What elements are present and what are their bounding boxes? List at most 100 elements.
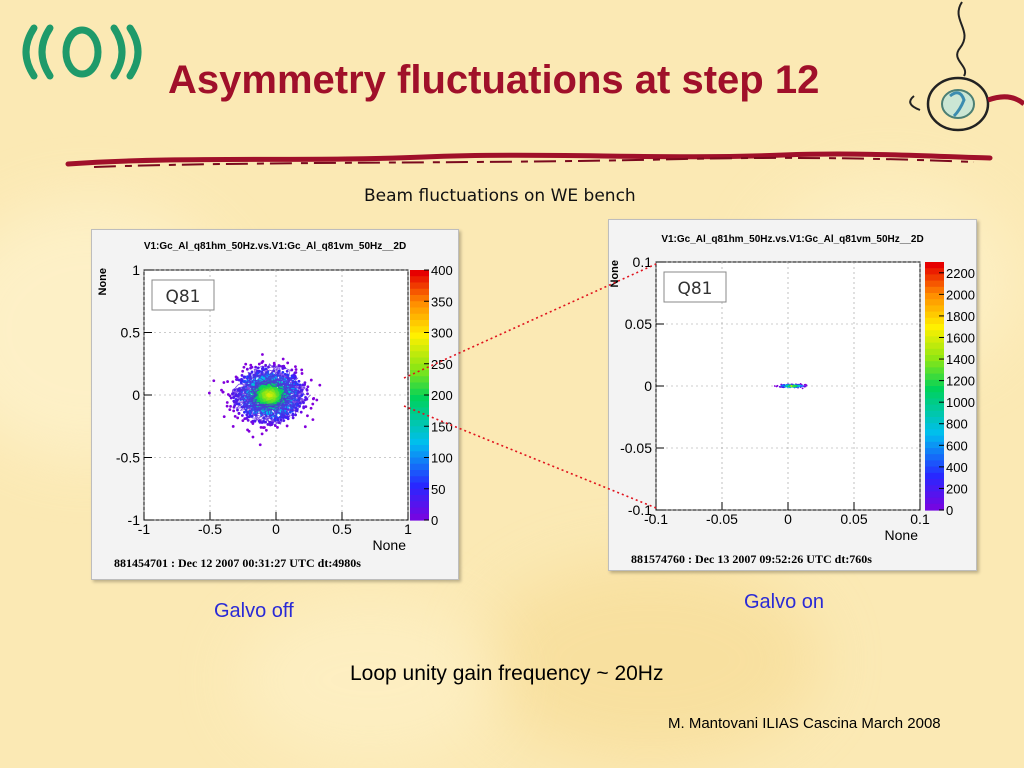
density-point — [222, 381, 226, 384]
density-point — [799, 383, 802, 385]
color-bar-step — [925, 311, 944, 319]
density-point — [786, 384, 789, 387]
color-bar-step — [925, 404, 944, 412]
heatmap-galvo-on: V1:Gc_Al_q81hm_50Hz.vs.V1:Gc_Al_q81vm_50… — [609, 234, 975, 566]
slide-title: Asymmetry fluctuations at step 12 — [168, 58, 820, 102]
density-point — [222, 415, 226, 419]
trace-loop — [234, 378, 304, 411]
color-bar-step — [410, 388, 429, 396]
trace-paths — [231, 363, 311, 425]
color-bar-step — [925, 386, 944, 393]
color-bar-step — [410, 276, 429, 284]
y-axis-label: None — [97, 268, 109, 296]
color-bar: 0 200 400 600 800 1000 1200 1400 1600 1800 2000 220… — [925, 262, 975, 518]
color-bar-step — [925, 367, 944, 375]
density-point — [292, 374, 296, 378]
color-bar-step — [925, 348, 944, 356]
y-tick-label: 0 — [132, 387, 140, 403]
density-point — [803, 383, 806, 386]
density-point — [242, 365, 246, 369]
density-point — [260, 387, 263, 391]
color-bar-step — [410, 432, 429, 440]
density-point — [242, 410, 246, 414]
density-point — [244, 362, 248, 366]
density-point — [290, 368, 294, 372]
density-point — [300, 368, 304, 372]
density-point — [318, 383, 322, 387]
color-bar-step — [925, 479, 944, 486]
density-point — [242, 375, 246, 379]
color-bar-label: 50 — [431, 482, 445, 497]
color-bar-step — [410, 426, 429, 434]
x-tick-label: 0.1 — [910, 511, 930, 527]
y-tick-label: 0.1 — [633, 254, 653, 270]
density-point — [240, 374, 244, 377]
density-point — [232, 405, 236, 409]
color-bar-step — [410, 270, 429, 277]
x-tick-label: -0.1 — [644, 511, 668, 527]
y-tick-label: 0.05 — [625, 316, 652, 332]
density-point — [261, 426, 265, 429]
density-point — [273, 387, 277, 391]
density-point — [276, 397, 280, 401]
density-point — [263, 398, 266, 402]
color-bar-step — [410, 307, 429, 315]
color-bar-step — [925, 280, 944, 288]
trace-loop — [243, 382, 297, 409]
color-bar-step — [925, 286, 944, 294]
density-point — [237, 402, 241, 406]
density-point — [311, 418, 315, 422]
color-bar-step — [925, 330, 944, 337]
plot-title: V1:Gc_Al_q81hm_50Hz.vs.V1:Gc_Al_q81vm_50… — [661, 234, 923, 245]
density-point — [801, 387, 804, 390]
y-tick-label: 0.5 — [121, 325, 141, 341]
trace-loop — [244, 363, 296, 425]
color-bar-step — [410, 507, 429, 515]
density-point — [286, 373, 289, 377]
color-bar-step — [410, 363, 429, 371]
plot-subtitle: Beam fluctuations on WE bench — [364, 186, 636, 206]
color-bar-step — [410, 501, 429, 509]
color-bar-step — [410, 313, 429, 321]
x-tick-label: -0.5 — [198, 521, 222, 537]
color-bar-step — [925, 274, 944, 282]
density-point — [246, 419, 250, 422]
color-bar-step — [410, 470, 429, 477]
slide-footer: M. Mantovani ILIAS Cascina March 2008 — [668, 715, 941, 732]
x-tick-label: -0.05 — [706, 511, 738, 527]
density-point — [251, 435, 255, 439]
color-bar-step — [925, 262, 944, 269]
density-point — [264, 367, 268, 371]
density-point — [291, 416, 295, 420]
virgo-logo-icon — [22, 24, 142, 80]
color-bar-step — [925, 336, 944, 344]
density-point — [783, 384, 786, 386]
density-point — [788, 384, 791, 387]
density-point — [781, 384, 784, 387]
color-bar-step — [925, 460, 944, 468]
color-bar-label: 400 — [431, 263, 453, 278]
density-point — [253, 419, 257, 423]
color-bar-step — [410, 495, 429, 502]
color-bar-step — [925, 423, 944, 430]
density-point — [799, 386, 802, 388]
density-point — [306, 392, 309, 396]
density-point — [257, 390, 261, 394]
density-point — [302, 406, 306, 410]
color-bar-step — [410, 282, 429, 290]
color-bar-step — [925, 355, 944, 362]
x-tick-label: 0 — [272, 521, 280, 537]
color-bar-step — [925, 305, 944, 313]
color-bar-step — [410, 463, 429, 471]
density-point — [281, 357, 285, 361]
density-point — [229, 404, 232, 408]
title-underline-stroke — [65, 151, 993, 168]
color-bar-step — [410, 338, 429, 346]
density-point — [260, 432, 264, 436]
density-point — [250, 370, 254, 374]
density-point — [241, 369, 245, 373]
density-point — [260, 361, 264, 365]
y-tick-label: -1 — [128, 512, 141, 528]
color-bar-step — [410, 513, 429, 521]
density-point — [311, 397, 315, 401]
